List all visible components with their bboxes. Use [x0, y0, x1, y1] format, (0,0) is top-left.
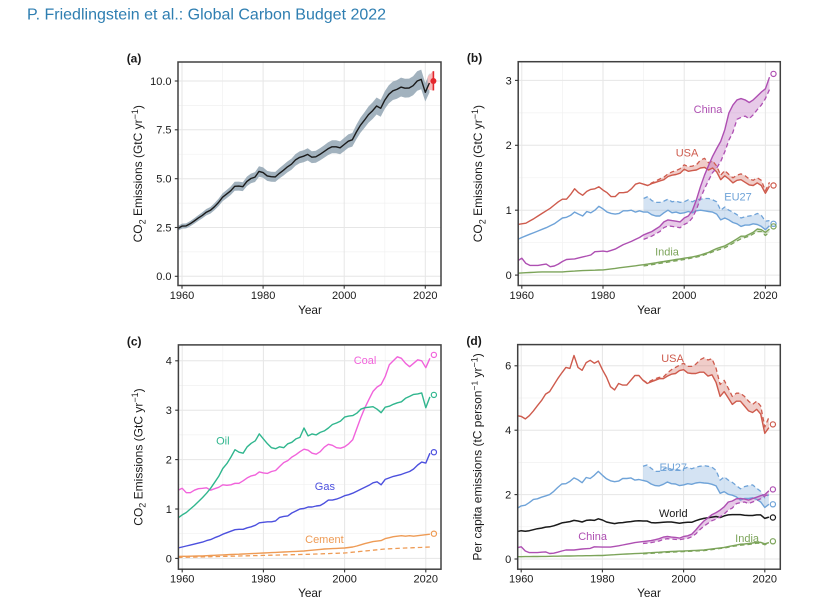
svg-text:Oil: Oil: [216, 435, 229, 447]
svg-text:4: 4: [505, 425, 511, 437]
svg-text:1: 1: [166, 504, 172, 516]
svg-text:2000: 2000: [672, 290, 696, 302]
svg-text:India: India: [655, 247, 680, 259]
svg-text:Year: Year: [637, 586, 661, 600]
svg-text:4: 4: [166, 356, 172, 368]
svg-text:2000: 2000: [332, 574, 356, 586]
svg-text:6: 6: [505, 361, 511, 373]
svg-text:CO2 Emissions (GtC yr−1): CO2 Emissions (GtC yr−1): [130, 105, 148, 242]
svg-text:2: 2: [166, 455, 172, 467]
svg-text:China: China: [578, 531, 608, 543]
svg-text:5.0: 5.0: [156, 174, 171, 186]
svg-text:3: 3: [506, 75, 512, 87]
svg-text:Year: Year: [298, 303, 322, 317]
svg-text:1: 1: [506, 205, 512, 217]
svg-text:2.5: 2.5: [156, 222, 171, 234]
svg-text:India: India: [735, 533, 760, 545]
svg-text:China: China: [694, 104, 724, 116]
svg-text:Year: Year: [298, 586, 322, 600]
svg-text:(b): (b): [467, 51, 482, 65]
svg-text:1980: 1980: [590, 574, 614, 586]
svg-text:(a): (a): [127, 52, 142, 66]
svg-text:P. Friedlingstein et al.: Glob: P. Friedlingstein et al.: Global Carbon …: [27, 7, 386, 24]
svg-text:Cement: Cement: [305, 534, 344, 546]
svg-text:1960: 1960: [170, 574, 194, 586]
svg-text:2020: 2020: [753, 290, 777, 302]
svg-text:0: 0: [506, 270, 512, 282]
svg-text:EU27: EU27: [660, 462, 688, 474]
svg-text:0.0: 0.0: [156, 271, 171, 283]
svg-text:Per capita emissions (tC perso: Per capita emissions (tC person−1 yr−1): [470, 353, 485, 560]
svg-text:Coal: Coal: [354, 355, 377, 367]
svg-text:7.5: 7.5: [156, 125, 171, 137]
svg-text:0: 0: [166, 553, 172, 565]
svg-text:Gas: Gas: [315, 481, 336, 493]
svg-text:2020: 2020: [414, 574, 438, 586]
svg-text:3: 3: [166, 405, 172, 417]
svg-text:2000: 2000: [332, 290, 356, 302]
svg-text:2020: 2020: [413, 290, 437, 302]
svg-text:2: 2: [506, 140, 512, 152]
svg-text:10.0: 10.0: [150, 76, 171, 88]
svg-text:1960: 1960: [510, 290, 534, 302]
svg-text:(d): (d): [466, 334, 481, 348]
svg-text:USA: USA: [661, 353, 684, 365]
svg-text:0: 0: [505, 554, 511, 566]
svg-text:(c): (c): [127, 335, 142, 349]
svg-text:1960: 1960: [509, 574, 533, 586]
svg-text:2020: 2020: [753, 574, 777, 586]
svg-text:1960: 1960: [170, 290, 194, 302]
svg-text:Year: Year: [637, 303, 661, 317]
svg-text:1980: 1980: [251, 574, 275, 586]
svg-text:CO2 Emissions (GtC yr−1): CO2 Emissions (GtC yr−1): [130, 388, 148, 525]
svg-text:2000: 2000: [671, 574, 695, 586]
svg-text:World: World: [659, 508, 688, 520]
svg-text:2: 2: [505, 490, 511, 502]
svg-text:USA: USA: [676, 148, 699, 160]
svg-text:1980: 1980: [591, 290, 615, 302]
svg-text:EU27: EU27: [724, 192, 752, 204]
svg-text:1980: 1980: [251, 290, 275, 302]
svg-text:CO2 Emissions (GtC yr−1): CO2 Emissions (GtC yr−1): [470, 105, 488, 242]
